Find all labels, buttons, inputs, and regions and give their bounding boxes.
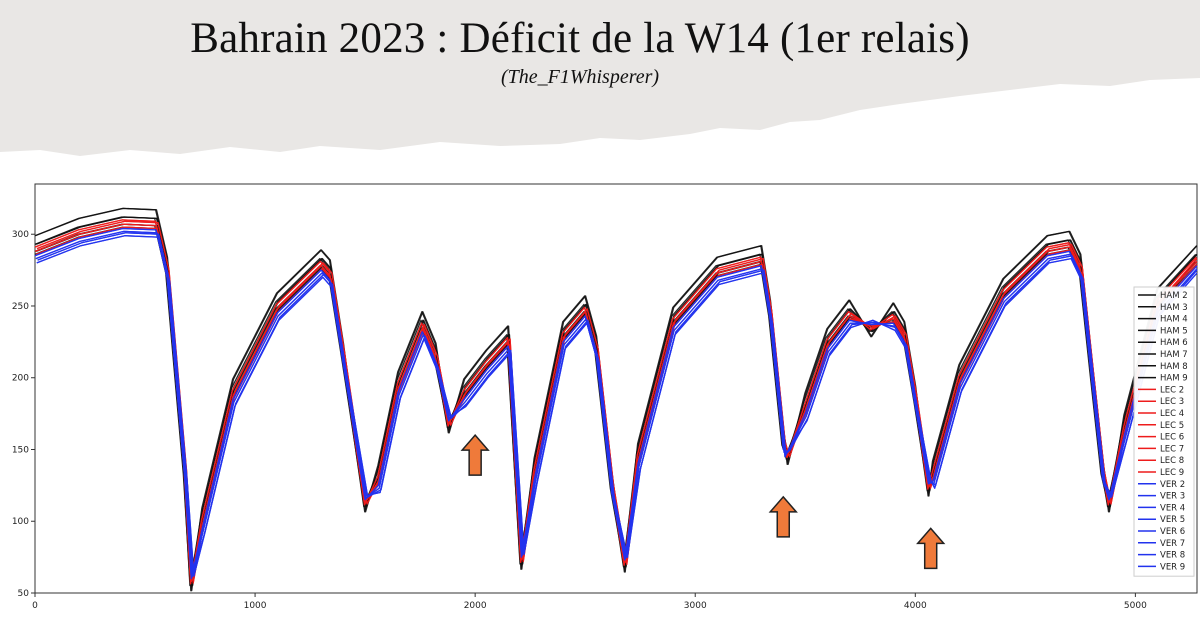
y-tick-label: 50 [18, 589, 30, 599]
torn-paper-shape [0, 0, 1200, 156]
legend-label: HAM 5 [1160, 326, 1188, 336]
series-line-ver-6 [34, 227, 1198, 580]
x-tick-label: 5000 [1124, 601, 1147, 611]
header-banner: Bahrain 2023 : Déficit de la W14 (1er re… [0, 0, 1200, 170]
legend-label: HAM 4 [1160, 315, 1188, 325]
series-line-ver-7 [35, 230, 1198, 578]
x-tick-label: 3000 [684, 601, 707, 611]
legend-label: HAM 3 [1160, 303, 1188, 313]
legend-label: VER 5 [1160, 515, 1185, 525]
legend-label: HAM 6 [1160, 338, 1188, 348]
x-tick-label: 4000 [904, 601, 927, 611]
legend-label: LEC 5 [1160, 421, 1184, 431]
series-layer [34, 207, 1198, 592]
x-tick-label: 2000 [464, 601, 487, 611]
legend-label: LEC 3 [1160, 397, 1184, 407]
x-tick-label: 0 [32, 601, 38, 611]
legend-label: VER 8 [1160, 551, 1185, 561]
legend-label: LEC 7 [1160, 444, 1184, 454]
up-arrow-icon [916, 527, 946, 570]
legend-label: VER 4 [1160, 503, 1185, 513]
banner-background [0, 0, 1200, 156]
y-axis: 50 100 150 200 250 300 [12, 230, 35, 599]
legend-box [1133, 286, 1195, 577]
annotation-layer [460, 433, 946, 570]
legend-label: VER 2 [1160, 480, 1185, 490]
legend-label: LEC 9 [1160, 468, 1184, 478]
y-tick-label: 250 [12, 302, 29, 312]
legend-label: LEC 6 [1160, 433, 1184, 443]
legend-label: VER 9 [1160, 562, 1185, 572]
legend-label: LEC 8 [1160, 456, 1184, 466]
legend-label: HAM 2 [1160, 291, 1188, 301]
up-arrow-icon [768, 495, 798, 538]
y-tick-label: 100 [12, 517, 29, 527]
series-line-ver-9 [37, 232, 1198, 577]
y-tick-label: 200 [12, 374, 29, 384]
legend-label: HAM 8 [1160, 362, 1188, 372]
legend-label: VER 7 [1160, 539, 1185, 549]
legend-label: LEC 2 [1160, 385, 1184, 395]
y-tick-label: 150 [12, 445, 29, 455]
legend-label: HAM 9 [1160, 374, 1188, 384]
x-axis: 0 1000 2000 3000 4000 5000 [32, 593, 1147, 611]
page-subtitle: (The_F1Whisperer) [500, 66, 660, 88]
legend-label: VER 3 [1160, 492, 1185, 502]
up-arrow-icon [460, 433, 490, 476]
page-title: Bahrain 2023 : Déficit de la W14 (1er re… [190, 15, 970, 62]
plot-area [34, 183, 1198, 594]
legend-label: LEC 4 [1160, 409, 1184, 419]
legend-label: HAM 7 [1160, 350, 1188, 360]
legend-label: VER 6 [1160, 527, 1185, 537]
y-tick-label: 300 [12, 230, 29, 240]
x-tick-label: 1000 [244, 601, 267, 611]
speed-trace-chart: 50 100 150 200 250 300 0 1000 2000 3000 4000 5000 … [0, 170, 1200, 619]
